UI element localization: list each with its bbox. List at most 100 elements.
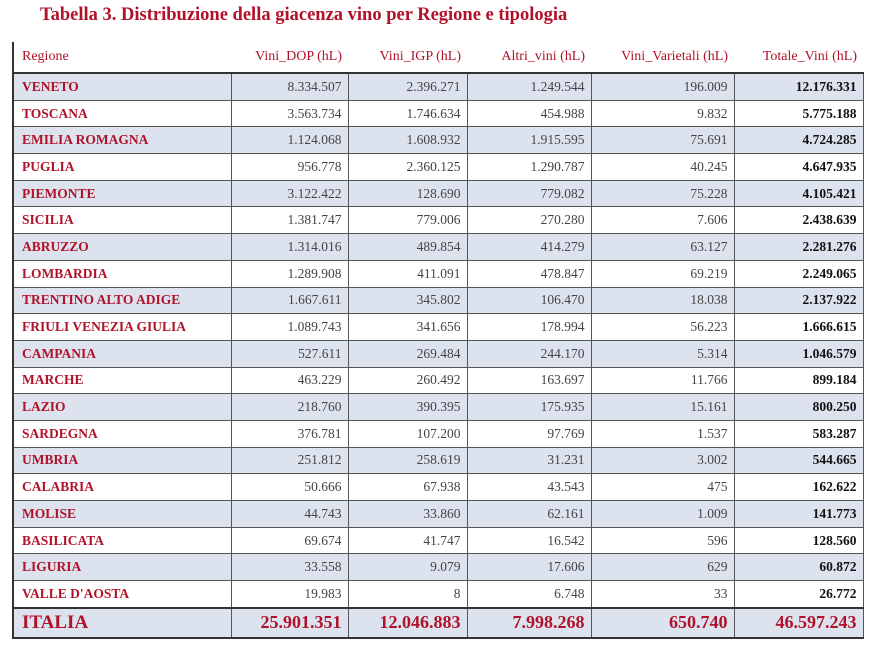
value-cell: 69.674: [230, 526, 349, 555]
value-cell: 9.832: [590, 99, 735, 128]
region-cell: TRENTINO ALTO ADIGE: [12, 286, 232, 315]
value-cell: 9.079: [347, 553, 468, 582]
value-cell: 18.038: [590, 286, 735, 315]
region-cell: VALLE D'AOSTA: [12, 580, 232, 609]
value-cell: 800.250: [733, 393, 864, 421]
value-cell: 41.747: [347, 526, 468, 555]
value-cell: 2.281.276: [733, 233, 864, 261]
table-row: ABRUZZO 1.314.016 489.854 414.279 63.127 2.28…: [12, 233, 864, 261]
value-cell: 1.290.787: [466, 153, 592, 181]
value-cell: 1.249.544: [466, 72, 592, 101]
table-row: MARCHE 463.229 260.492 163.697 11.766 899.184: [12, 366, 864, 395]
table-row: PUGLIA 956.778 2.360.125 1.290.787 40.245 4.6…: [12, 153, 864, 181]
value-cell: 1.746.634: [347, 99, 468, 128]
value-cell: 2.360.125: [347, 153, 468, 181]
value-cell: 1.314.016: [230, 233, 349, 261]
column-header: Vini_IGP (hL): [348, 42, 467, 74]
value-cell: 6.748: [466, 580, 592, 609]
value-cell: 3.002: [590, 446, 735, 475]
total-label: ITALIA: [12, 606, 232, 639]
value-cell: 269.484: [347, 339, 468, 368]
value-cell: 629: [590, 553, 735, 582]
table-row: MOLISE 44.743 33.860 62.161 1.009 141.773: [12, 500, 864, 528]
total-row: ITALIA 25.901.351 12.046.883 7.998.268 650.7…: [12, 606, 864, 639]
table-row: LAZIO 218.760 390.395 175.935 15.161 800.250: [12, 393, 864, 421]
value-cell: 527.611: [230, 339, 349, 368]
value-cell: 475: [590, 473, 735, 501]
value-cell: 33.558: [230, 553, 349, 582]
value-cell: 3.563.734: [230, 99, 349, 128]
table-row: LOMBARDIA 1.289.908 411.091 478.847 69.219 2.…: [12, 259, 864, 288]
total-value: 7.998.268: [466, 606, 592, 639]
region-cell: PIEMONTE: [12, 179, 232, 208]
value-cell: 258.619: [347, 446, 468, 475]
column-header: Regione: [13, 42, 231, 74]
value-cell: 97.769: [466, 419, 592, 448]
region-cell: MARCHE: [12, 366, 232, 395]
value-cell: 2.137.922: [733, 286, 864, 315]
header-row: Regione Vini_DOP (hL) Vini_IGP (hL) Altri_v…: [13, 42, 863, 74]
region-cell: LOMBARDIA: [12, 259, 232, 288]
table-title: Tabella 3. Distribuzione della giacenza …: [40, 5, 568, 25]
value-cell: 107.200: [347, 419, 468, 448]
value-cell: 4.647.935: [733, 153, 864, 181]
total-value: 12.046.883: [347, 606, 468, 639]
value-cell: 899.184: [733, 366, 864, 395]
value-cell: 1.124.068: [230, 126, 349, 155]
value-cell: 2.396.271: [347, 72, 468, 101]
value-cell: 175.935: [466, 393, 592, 421]
column-header: Altri_vini (hL): [467, 42, 591, 74]
table-row: SICILIA 1.381.747 779.006 270.280 7.606 2.438…: [12, 206, 864, 235]
table-row: CAMPANIA 527.611 269.484 244.170 5.314 1.046.…: [12, 339, 864, 368]
value-cell: 1.046.579: [733, 339, 864, 368]
value-cell: 7.606: [590, 206, 735, 235]
value-cell: 196.009: [590, 72, 735, 101]
value-cell: 583.287: [733, 419, 864, 448]
value-cell: 4.724.285: [733, 126, 864, 155]
value-cell: 260.492: [347, 366, 468, 395]
value-cell: 40.245: [590, 153, 735, 181]
value-cell: 376.781: [230, 419, 349, 448]
value-cell: 16.542: [466, 526, 592, 555]
value-cell: 1.608.932: [347, 126, 468, 155]
table-row: VALLE D'AOSTA 19.983 8 6.748 33 26.772: [12, 580, 864, 609]
value-cell: 478.847: [466, 259, 592, 288]
value-cell: 2.438.639: [733, 206, 864, 235]
value-cell: 341.656: [347, 313, 468, 341]
value-cell: 2.249.065: [733, 259, 864, 288]
value-cell: 1.381.747: [230, 206, 349, 235]
value-cell: 11.766: [590, 366, 735, 395]
value-cell: 489.854: [347, 233, 468, 261]
region-cell: CALABRIA: [12, 473, 232, 501]
value-cell: 251.812: [230, 446, 349, 475]
value-cell: 17.606: [466, 553, 592, 582]
value-cell: 128.560: [733, 526, 864, 555]
region-cell: LIGURIA: [12, 553, 232, 582]
value-cell: 4.105.421: [733, 179, 864, 208]
value-cell: 544.665: [733, 446, 864, 475]
value-cell: 218.760: [230, 393, 349, 421]
table-row: UMBRIA 251.812 258.619 31.231 3.002 544.665: [12, 446, 864, 475]
table-row: CALABRIA 50.666 67.938 43.543 475 162.622: [12, 473, 864, 501]
value-cell: 454.988: [466, 99, 592, 128]
total-value: 650.740: [590, 606, 735, 639]
table-row: LIGURIA 33.558 9.079 17.606 629 60.872: [12, 553, 864, 582]
region-cell: ABRUZZO: [12, 233, 232, 261]
table-row: PIEMONTE 3.122.422 128.690 779.082 75.228 4.1…: [12, 179, 864, 208]
value-cell: 1.666.615: [733, 313, 864, 341]
region-cell: MOLISE: [12, 500, 232, 528]
total-value: 46.597.243: [733, 606, 864, 639]
value-cell: 178.994: [466, 313, 592, 341]
value-cell: 106.470: [466, 286, 592, 315]
value-cell: 1.537: [590, 419, 735, 448]
value-cell: 8: [347, 580, 468, 609]
value-cell: 5.314: [590, 339, 735, 368]
value-cell: 163.697: [466, 366, 592, 395]
value-cell: 75.691: [590, 126, 735, 155]
table-row: EMILIA ROMAGNA 1.124.068 1.608.932 1.915.59…: [12, 126, 864, 155]
value-cell: 1.289.908: [230, 259, 349, 288]
value-cell: 5.775.188: [733, 99, 864, 128]
value-cell: 345.802: [347, 286, 468, 315]
region-cell: BASILICATA: [12, 526, 232, 555]
value-cell: 19.983: [230, 580, 349, 609]
